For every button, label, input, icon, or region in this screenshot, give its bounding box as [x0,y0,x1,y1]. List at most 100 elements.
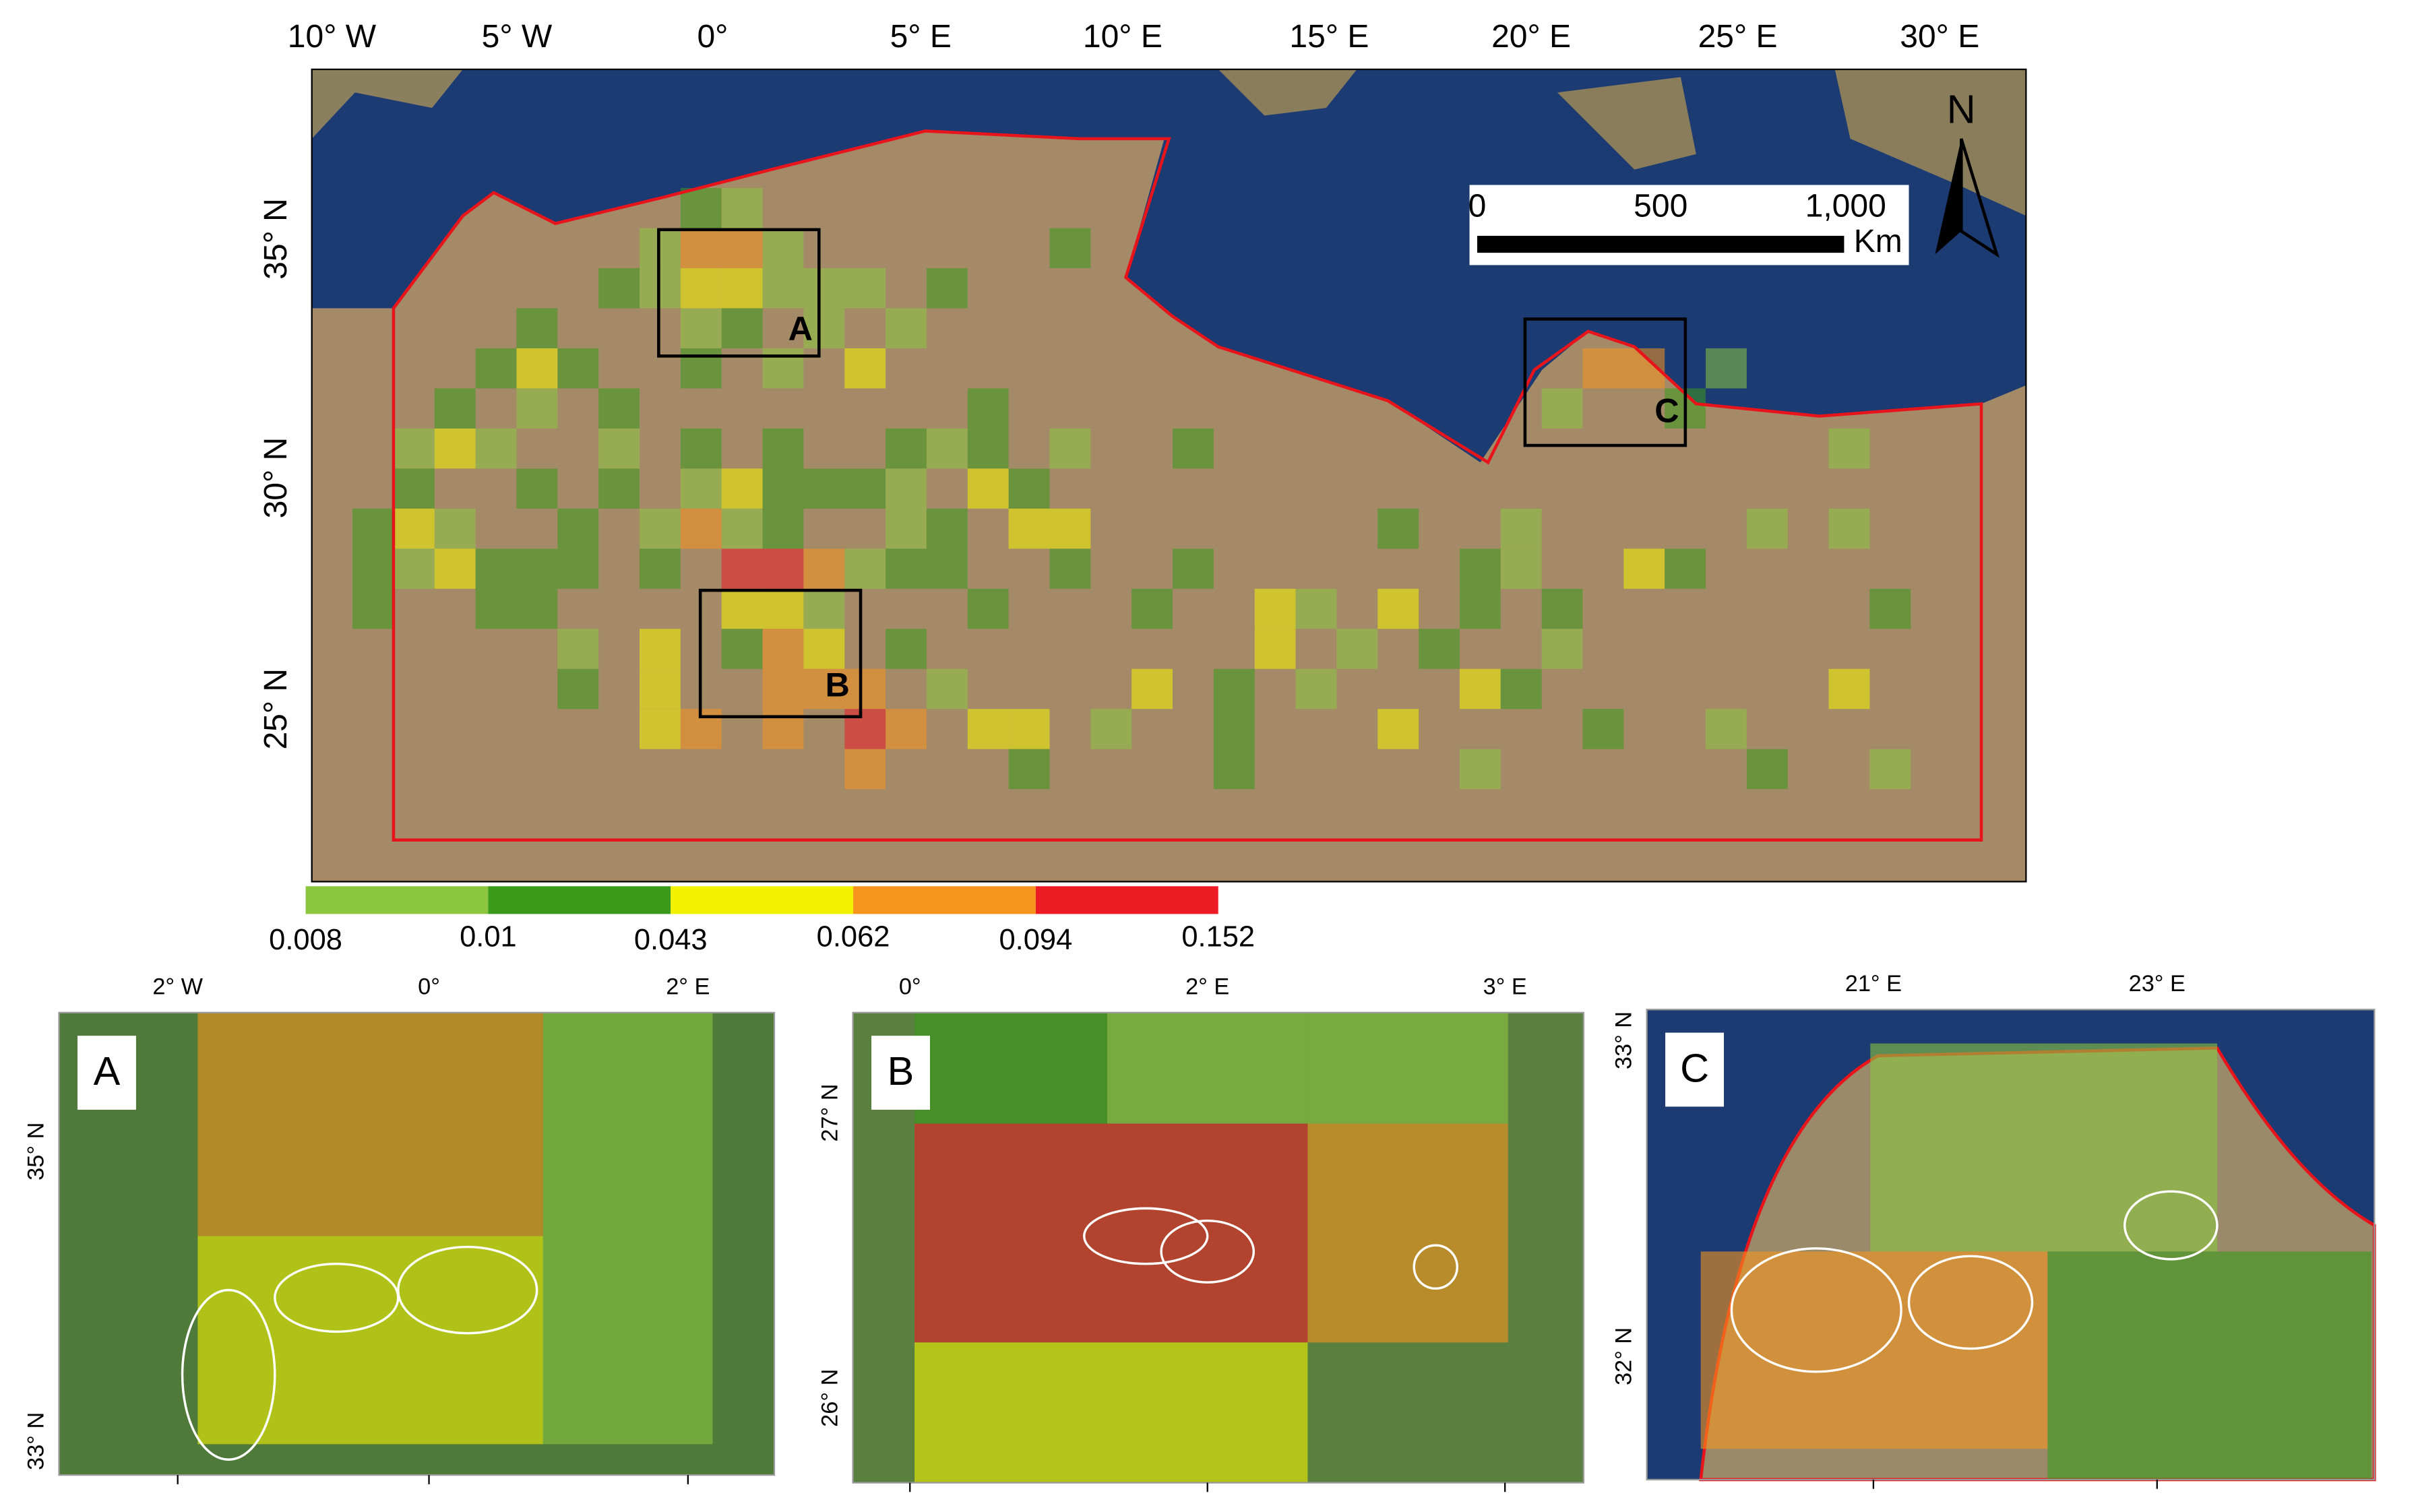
raster-cell [1008,749,1050,790]
raster-cell [598,388,640,429]
raster-cell [1869,749,1911,790]
raster-cell [680,268,722,309]
raster-cell [1008,508,1050,549]
lon-label: 0° [697,19,728,55]
raster-cell [680,308,722,348]
raster-cell [1828,428,1870,469]
lon-label: 23° E [2129,971,2186,997]
raster-cell [886,508,927,549]
scale-label: 500 [1634,188,1687,224]
raster-cell [598,468,640,509]
raster-cell [1500,548,1542,589]
inset-box [698,588,863,718]
raster-cell [1541,388,1583,429]
raster-cell [1132,668,1173,710]
raster-cell [393,468,435,509]
raster-cell [1307,1012,1508,1124]
raster-cell [680,508,722,549]
raster-cell [803,548,845,589]
raster-cell [1459,668,1501,710]
raster-cell [762,468,804,509]
box-label: C [1654,391,1679,429]
land [1218,69,2026,216]
legend-break: 0.043 [634,924,708,956]
map-frame [311,68,2027,883]
raster-cell [1213,668,1255,710]
contour [1160,1219,1256,1284]
raster-cell [516,468,558,509]
lat-label: 35° N [258,198,294,280]
raster-cell [1746,749,1788,790]
panel-label-bg [1665,1032,1725,1107]
raster-cell [598,268,640,309]
raster-cell [1828,668,1870,710]
lon-label: 25° E [1698,19,1778,55]
raster-cell [803,629,845,669]
contour [1083,1207,1209,1265]
raster-cell [1582,348,1624,389]
lon-label: 2° W [152,974,203,999]
raster-cell [1173,428,1214,469]
lon-label: 30° E [1900,19,1979,55]
legend-swatch [305,886,489,914]
inset-box [1523,317,1687,447]
lat-label: 25° N [258,668,294,750]
raster-cell [1582,709,1624,749]
lon-label: 20° E [1491,19,1571,55]
raster-cell [1459,548,1501,589]
raster-cell [967,709,1009,749]
raster-cell [640,508,681,549]
raster-cell [516,388,558,429]
raster-cell [1295,588,1337,629]
raster-cell [967,388,1009,429]
scale-unit: Km [1854,224,1902,259]
north-label: N [1947,87,1976,132]
lat-label: 30° N [258,437,294,519]
scale-label: 1,000 [1805,188,1886,224]
raster-cell [197,1012,543,1236]
raster-cell [844,348,886,389]
raster-cell [844,548,886,589]
raster-cell [967,588,1009,629]
raster-cell [926,508,968,549]
raster-cell [352,508,394,549]
inset-frame [852,1011,1584,1484]
raster-cell [434,388,476,429]
raster-cell [475,348,517,389]
raster-cell [803,268,845,309]
panel-label-bg [78,1036,136,1110]
legend-break: 0.062 [817,921,890,953]
raster-cell [803,588,845,629]
raster-cell [1049,508,1091,549]
raster-cell [844,709,886,749]
raster-cell [967,468,1009,509]
raster-cell [1254,588,1296,629]
raster-cell [516,348,558,389]
legend-swatch [488,886,671,914]
lat-label: 35° N [24,1123,49,1180]
raster-cell [1107,1012,1308,1124]
raster-cell [803,668,845,710]
raster-cell [844,749,886,790]
contour [2124,1190,2219,1261]
raster-cell [967,428,1009,469]
main-map [311,69,2026,882]
inset-map: A 2° W 0° 2° E 35° N 33° N [24,974,776,1484]
lat-label: 26° N [817,1369,843,1427]
raster-cell [844,468,886,509]
lon-label: 0° [899,974,921,999]
legend-break: 0.01 [460,921,517,953]
lon-label: 2° E [666,974,710,999]
raster-cell [886,548,927,589]
raster-cell [844,668,886,710]
raster-cell [1377,709,1419,749]
raster-cell [721,308,763,348]
raster-cell [1541,629,1583,669]
raster-cell [1665,548,1706,589]
contour [181,1288,276,1461]
raster-cell [1700,1251,2048,1449]
raster-cell [197,1236,543,1445]
legend-break: 0.008 [269,924,342,956]
box-label: A [788,309,813,348]
lat-label: 33° N [24,1412,49,1470]
